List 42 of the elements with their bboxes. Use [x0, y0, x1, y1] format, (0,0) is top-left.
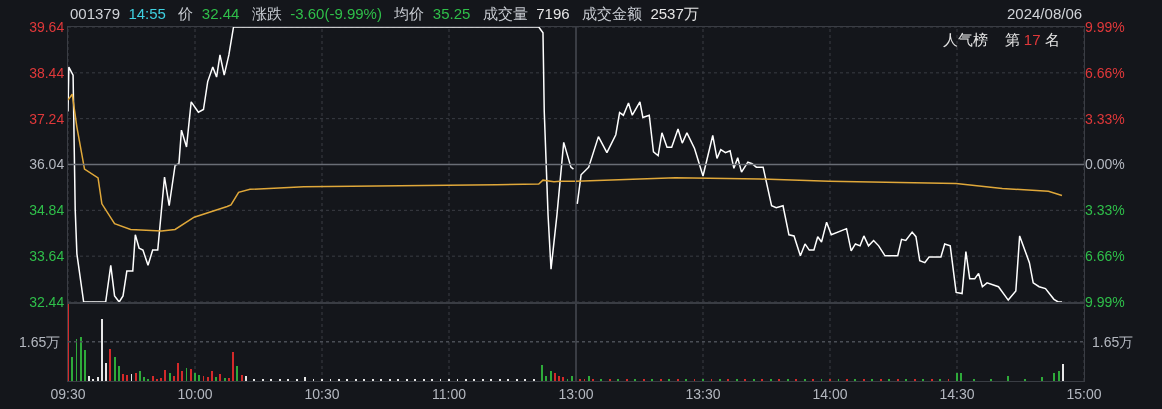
text: 001379: [70, 5, 121, 22]
x-tick-label: 13:30: [685, 385, 721, 402]
y-tick-label: 36.04: [29, 156, 65, 173]
x-tick-label: 10:30: [304, 385, 340, 402]
y-tick-label: 34.84: [29, 202, 65, 219]
text: -3.60(-9.99%): [290, 5, 382, 22]
x-tick-label: 11:00: [432, 385, 467, 402]
x-tick-label: 15:00: [1066, 385, 1102, 402]
y2-tick-label: 6.66%: [1085, 64, 1125, 81]
x-tick-label: 14:00: [812, 385, 848, 402]
text: 32.44: [201, 5, 240, 22]
annotation: 第: [1004, 31, 1020, 48]
text: 涨跌: [251, 5, 282, 22]
y2-tick-label: 0.00%: [1085, 156, 1125, 173]
text: 2537万: [650, 5, 699, 22]
annotation: 人气榜: [943, 31, 988, 48]
text: 价: [177, 5, 194, 22]
x-tick-label: 10:00: [177, 385, 213, 402]
y-tick-label: 37.24: [29, 110, 65, 127]
text: 7196: [536, 5, 570, 22]
text: 成交金额: [582, 5, 643, 22]
y2-tick-label: 9.99%: [1085, 293, 1125, 310]
annotation: 名: [1044, 31, 1060, 48]
y2-tick-label: 3.33%: [1085, 110, 1125, 127]
y-tick-label: 38.44: [29, 64, 65, 81]
y-tick-label: 32.44: [29, 293, 65, 310]
y2-tick-label: 3.33%: [1085, 202, 1125, 219]
y-tick-label: 33.64: [29, 248, 65, 265]
x-tick-label: 14:30: [939, 385, 975, 402]
y2-tick-label: 9.99%: [1085, 18, 1125, 35]
text: 2024/08/06: [1007, 5, 1083, 22]
x-tick-label: 13:00: [558, 385, 594, 402]
x-tick-label: 09:30: [50, 385, 86, 402]
y2-tick-label: 6.66%: [1085, 248, 1125, 265]
text: 14:55: [128, 5, 166, 22]
ref-line-label: 1.65万: [1092, 334, 1134, 350]
text: 均价: [393, 5, 425, 22]
ref-line-label: 1.65万: [19, 334, 61, 350]
annotation: 17: [1023, 31, 1041, 48]
text: 35.25: [432, 5, 471, 22]
text: 成交量: [482, 5, 528, 22]
y-tick-label: 39.64: [29, 18, 65, 35]
